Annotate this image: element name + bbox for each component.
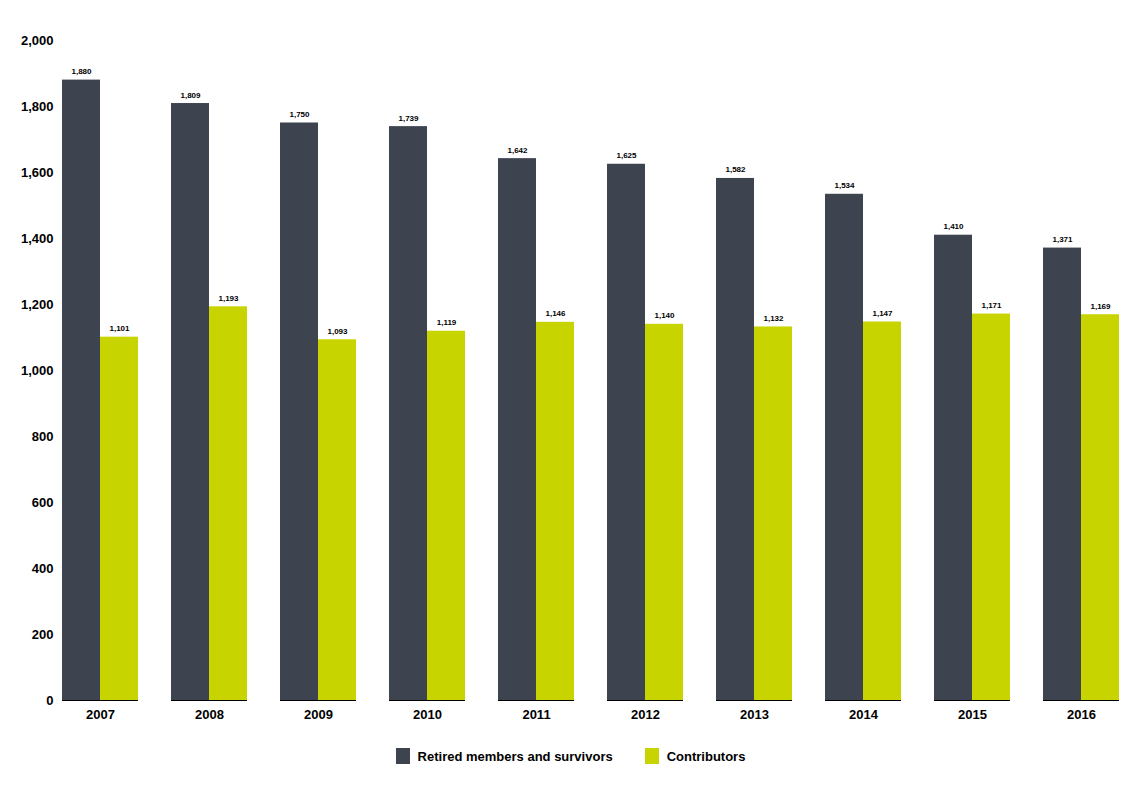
svg-text:1,582: 1,582 — [725, 165, 746, 174]
svg-text:2016: 2016 — [1067, 707, 1096, 722]
svg-text:1,169: 1,169 — [1090, 302, 1111, 311]
svg-text:400: 400 — [32, 561, 54, 576]
svg-text:1,750: 1,750 — [289, 110, 310, 119]
svg-text:1,809: 1,809 — [180, 91, 201, 100]
svg-text:1,410: 1,410 — [943, 222, 964, 231]
svg-text:2008: 2008 — [195, 707, 224, 722]
svg-text:1,193: 1,193 — [218, 294, 239, 303]
svg-text:1,800: 1,800 — [21, 99, 54, 114]
svg-text:1,101: 1,101 — [109, 324, 130, 333]
svg-text:1,739: 1,739 — [398, 114, 419, 123]
svg-text:1,642: 1,642 — [507, 146, 528, 155]
svg-text:2009: 2009 — [304, 707, 333, 722]
svg-text:1,093: 1,093 — [327, 327, 348, 336]
svg-text:2014: 2014 — [849, 707, 879, 722]
svg-text:2012: 2012 — [631, 707, 660, 722]
svg-text:800: 800 — [32, 429, 54, 444]
svg-text:1,600: 1,600 — [21, 165, 54, 180]
svg-text:1,371: 1,371 — [1052, 235, 1073, 244]
svg-text:1,146: 1,146 — [545, 309, 566, 318]
svg-text:2,000: 2,000 — [21, 33, 54, 48]
svg-text:2011: 2011 — [522, 707, 550, 722]
svg-text:1,534: 1,534 — [834, 181, 855, 190]
svg-text:1,140: 1,140 — [654, 311, 675, 320]
svg-text:1,880: 1,880 — [71, 67, 92, 76]
svg-text:2015: 2015 — [958, 707, 987, 722]
svg-text:1,200: 1,200 — [21, 297, 54, 312]
svg-text:1,132: 1,132 — [763, 314, 784, 323]
svg-text:2010: 2010 — [413, 707, 442, 722]
svg-text:1,000: 1,000 — [21, 363, 54, 378]
svg-text:0: 0 — [46, 693, 53, 708]
svg-text:1,171: 1,171 — [981, 301, 1002, 310]
svg-text:2013: 2013 — [740, 707, 769, 722]
svg-text:200: 200 — [32, 627, 54, 642]
html-text:Contributors: Contributors — [666, 748, 746, 764]
svg-text:1,119: 1,119 — [437, 318, 457, 327]
html-text:Retired members and survivors: Retired members and survivors — [417, 748, 613, 764]
svg-text:1,400: 1,400 — [21, 231, 54, 246]
svg-text:2007: 2007 — [86, 707, 115, 722]
svg-text:1,625: 1,625 — [616, 151, 637, 160]
svg-text:600: 600 — [32, 495, 54, 510]
svg-text:1,147: 1,147 — [872, 309, 893, 318]
